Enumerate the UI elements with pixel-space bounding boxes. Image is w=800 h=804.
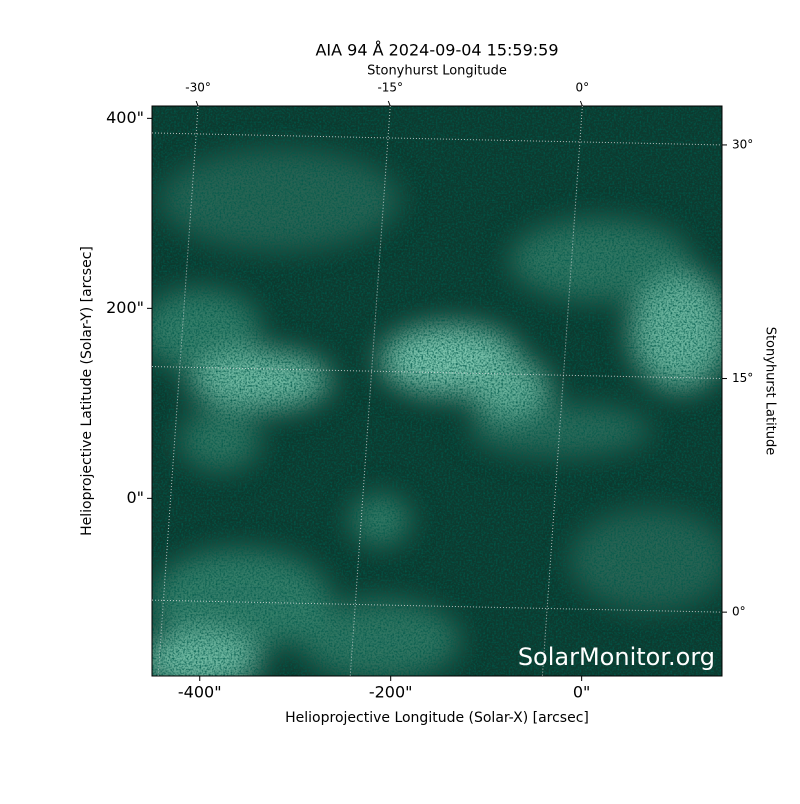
latitude-grid-line [151,132,723,146]
image-noise [152,106,722,676]
x2-tick [579,100,583,107]
plot-frame [151,105,723,677]
y2-tick-label: 15° [732,371,753,385]
latitude-grid-line [151,599,723,613]
x-tick-label: -400" [178,683,222,702]
solar-image [152,106,722,676]
longitude-grid-line [157,105,199,677]
watermark: SolarMonitor.org [518,643,715,671]
y2-tick-label: 0° [732,605,746,619]
x2-tick-label: 0° [576,81,590,95]
y2-tick-label: 30° [732,137,753,151]
chart-title: AIA 94 Å 2024-09-04 15:59:59 [315,41,558,60]
y-tick-label: 0" [126,488,144,507]
y-tick-label: 400" [106,108,144,127]
y-tick-label: 200" [106,298,144,317]
x-tick-label: 0" [573,683,591,702]
longitude-grid-line [349,105,391,677]
x-tick-label: -200" [369,683,413,702]
longitude-grid-line [541,105,583,677]
x2-tick-label: -30° [185,81,211,95]
x2-tick [195,100,199,107]
latitude-grid-line [151,366,723,380]
x2-axis-label: Stonyhurst Longitude [367,64,507,79]
x2-tick-label: -15° [377,81,403,95]
y2-axis-label: Stonyhurst Latitude [763,327,778,456]
x-axis-label: Helioprojective Longitude (Solar-X) [arc… [285,710,589,726]
x2-tick [387,100,391,107]
y-axis-label: Helioprojective Latitude (Solar-Y) [arcs… [79,246,95,536]
